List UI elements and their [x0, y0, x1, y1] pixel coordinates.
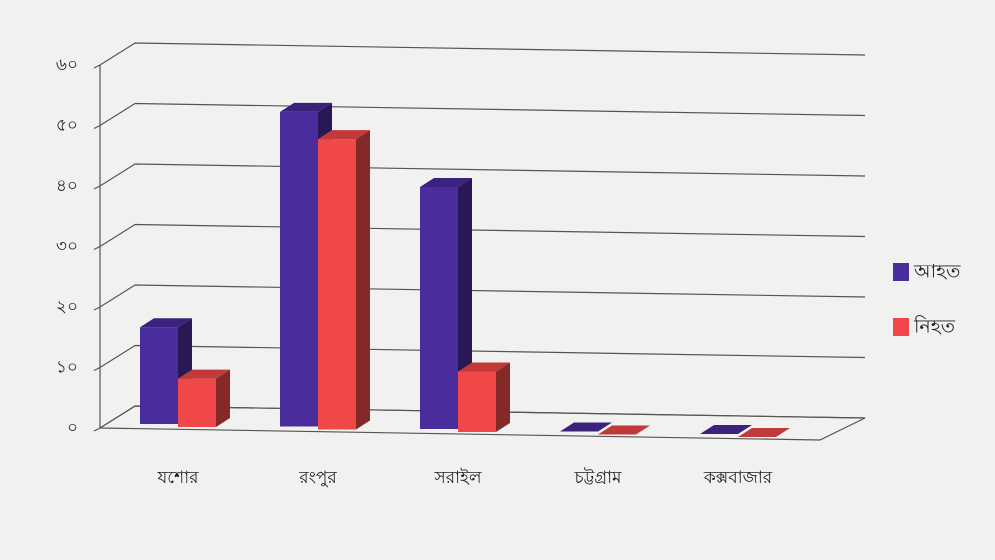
grid-line: [93, 163, 866, 190]
bar-top: [178, 369, 230, 379]
x-tick-label: কক্সবাজার: [703, 468, 773, 488]
bar-top: [458, 362, 510, 372]
bar: [178, 378, 216, 427]
bar: [280, 111, 318, 427]
bar-side: [356, 130, 370, 430]
bar: [140, 327, 178, 424]
y-tick-label: ০: [67, 418, 78, 438]
bar-side: [496, 362, 510, 432]
y-tick-label: ১০: [56, 358, 78, 378]
y-tick-label: ৪০: [56, 176, 78, 196]
bar: [458, 371, 496, 432]
x-tick-label: সরাইল: [433, 468, 481, 488]
y-tick-label: ২০: [56, 297, 78, 317]
grid-line: [93, 102, 866, 130]
grid-line: [93, 42, 866, 69]
grid-line: [93, 284, 866, 311]
bar: [318, 139, 356, 430]
bar-top: [140, 318, 192, 328]
bar-top: [280, 102, 332, 112]
bar-top: [700, 425, 752, 434]
grid-line: [93, 344, 866, 372]
x-tick-label: চট্টগ্রাম: [574, 467, 623, 488]
legend-label: নিহত: [913, 316, 956, 338]
bar-top: [318, 130, 370, 140]
bar-top: [560, 422, 612, 432]
bar-top: [598, 425, 650, 435]
x-tick-label: যশোর: [157, 468, 200, 488]
bar-top: [420, 178, 472, 187]
x-tick-label: রংপুর: [298, 468, 337, 488]
legend-label: আহত: [913, 261, 961, 283]
legend-swatch: [893, 318, 909, 336]
legend-swatch: [893, 263, 909, 281]
grid-line: [93, 223, 866, 251]
bar-top: [738, 428, 790, 437]
bar: [420, 187, 458, 429]
y-tick-label: ৫০: [56, 116, 78, 136]
y-tick-label: ৩০: [56, 237, 78, 257]
y-tick-label: ৬০: [56, 55, 78, 75]
bar-side: [216, 369, 230, 427]
